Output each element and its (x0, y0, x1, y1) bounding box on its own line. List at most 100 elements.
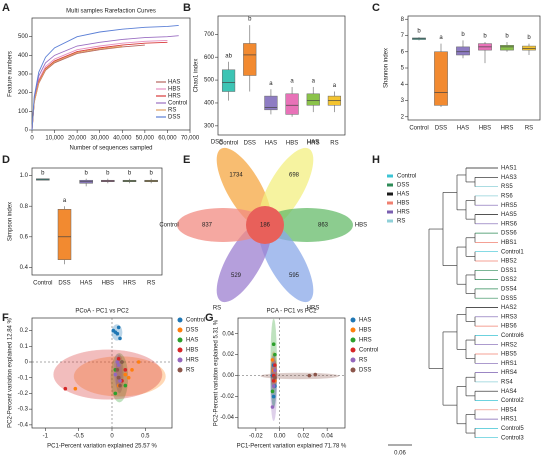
y-tick-label: -0.1 (18, 375, 29, 381)
y-tick-label: 6 (401, 49, 405, 55)
y-tick-label: -0.4 (18, 422, 29, 428)
leaf-label: HRS3 (501, 314, 518, 320)
y-tick-label: 400 (204, 101, 215, 107)
y-tick-label: 400 (18, 53, 29, 59)
petal (177, 208, 269, 242)
y-tick-label: -0.2 (18, 391, 29, 397)
box (221, 69, 236, 92)
x-tick-label: RS (147, 281, 155, 287)
point (273, 375, 277, 380)
box (243, 43, 257, 76)
point (273, 368, 277, 373)
plot-frame (31, 317, 173, 429)
point (118, 336, 122, 341)
box (57, 209, 72, 260)
legend-label: HRS (168, 94, 181, 100)
y-tick-label: 300 (18, 72, 29, 78)
point (123, 383, 128, 388)
x-tick-label: 10,000 (45, 136, 64, 142)
x-tick-label: HBS (102, 281, 114, 287)
box (285, 93, 299, 115)
point (273, 352, 277, 357)
box (434, 51, 448, 106)
leaf-label: Control2 (501, 398, 524, 404)
petal-name: Control (159, 223, 178, 229)
box (522, 45, 536, 51)
petal-name: RS (213, 306, 221, 312)
point (271, 342, 276, 346)
x-tick-label: HBS (286, 141, 298, 147)
legend-label: Control (186, 318, 205, 324)
legend-label: Control (397, 174, 416, 180)
point (118, 383, 122, 388)
leaf-label: HRS5 (501, 203, 518, 209)
x-tick-label: DSS (58, 281, 70, 287)
point (115, 360, 120, 364)
panel-letter: D (2, 154, 10, 166)
x-tick-label: HAS (80, 281, 92, 287)
x-axis-label: PC1-Percent variation explained 71.78 % (237, 444, 347, 450)
rarefaction-curve (31, 35, 179, 131)
plot-frame (217, 15, 346, 136)
point (115, 368, 120, 372)
y-axis-label: Feature numbers (8, 51, 14, 97)
legend-swatch (177, 317, 183, 323)
legend-label: HAS (397, 192, 409, 198)
significance-letter: b (106, 170, 110, 176)
rarefaction-curve (31, 25, 179, 131)
point (63, 386, 68, 391)
significance-letter: a (269, 81, 273, 87)
leaf-label: HBS6 (501, 324, 517, 330)
legend-swatch (350, 357, 356, 363)
panel-letter: G (205, 312, 214, 324)
petal-value: 698 (289, 172, 300, 178)
significance-letter: a (333, 83, 337, 89)
panel-letter: B (183, 2, 191, 14)
y-tick-label: -0.02 (220, 394, 234, 400)
y-tick-label: -0.3 (18, 407, 29, 413)
rarefaction-curve (31, 45, 123, 131)
significance-letter: b (84, 170, 88, 176)
y-tick-label: 3 (401, 98, 405, 104)
x-tick-label: Control (219, 141, 238, 147)
legend-swatch (177, 337, 183, 343)
point (123, 372, 128, 377)
point (120, 360, 124, 364)
chart-title: PCoA - PC1 vs PC2 (75, 309, 129, 315)
panel-letter: E (183, 154, 190, 166)
x-tick-label: HBS (479, 126, 491, 132)
point (271, 394, 276, 399)
x-tick-label: DSS (244, 141, 256, 147)
significance-letter: a (312, 79, 316, 85)
legend-swatch (387, 201, 393, 205)
legend-swatch (350, 347, 356, 353)
leaf-label: HRS1 (501, 361, 518, 367)
leaf-label: RS4 (501, 379, 513, 385)
point (116, 375, 121, 380)
point (113, 391, 118, 396)
y-tick-label: 200 (18, 90, 29, 96)
legend-label: HBS (397, 201, 409, 207)
leaf-label: HAS1 (501, 166, 517, 172)
point (113, 330, 118, 334)
leaf-label: HBS5 (501, 352, 517, 358)
x-tick-label: -0.02 (249, 434, 263, 440)
y-tick-label: 0.02 (222, 352, 234, 358)
x-tick-label: Control (409, 126, 428, 132)
y-tick-label: 300 (204, 123, 215, 129)
point (116, 363, 121, 367)
significance-letter: b (483, 34, 487, 40)
point (270, 405, 275, 409)
leaf-label: Control6 (501, 333, 524, 339)
petal-name: HRS (307, 306, 320, 312)
y-tick-label: 700 (204, 32, 215, 38)
plot-frame (31, 167, 163, 276)
x-tick-label: Control (33, 281, 52, 287)
significance-letter: a (63, 198, 67, 204)
center-value: 186 (260, 223, 271, 229)
x-axis-label: PC1-Percent variation explained 25.57 % (47, 444, 157, 450)
leaf-label: DSS1 (501, 268, 517, 274)
petal-value: 863 (318, 223, 329, 229)
legend-swatch (177, 347, 183, 353)
